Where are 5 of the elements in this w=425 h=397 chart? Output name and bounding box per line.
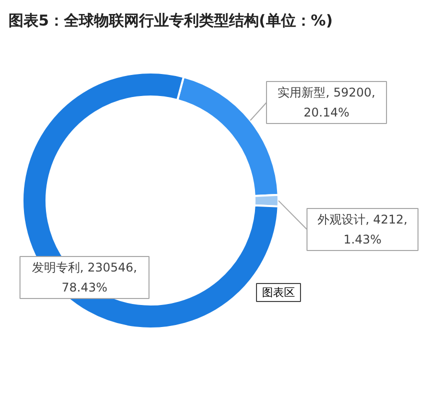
text: 图表区 bbox=[262, 286, 295, 299]
slice-label: 外观设计, 4212, 1.43% bbox=[318, 212, 408, 246]
chart-title: 图表5：全球物联网行业专利类型结构(单位：%) bbox=[8, 12, 333, 30]
slice-label: 发明专利, 230546, 78.43% bbox=[32, 260, 138, 294]
slice-label: 实用新型, 59200, 20.14% bbox=[278, 86, 376, 120]
